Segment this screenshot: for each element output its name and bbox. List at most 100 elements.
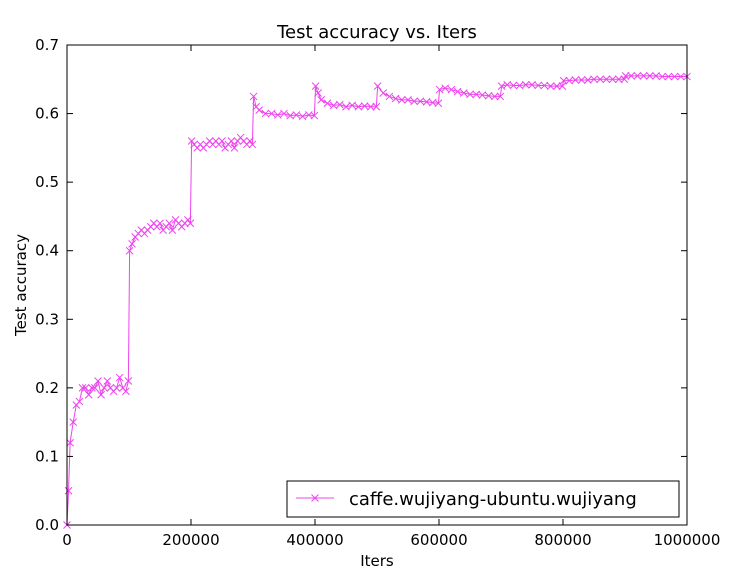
data-point	[639, 72, 648, 80]
data-point	[614, 75, 623, 84]
data-point	[453, 87, 462, 96]
data-point	[248, 140, 257, 149]
y-tick-label: 0.4	[35, 242, 59, 260]
data-point	[664, 72, 673, 81]
data-point	[360, 102, 369, 110]
data-point	[75, 397, 84, 406]
x-tick-label: 200000	[162, 531, 219, 549]
data-point	[298, 112, 307, 121]
plot-frame	[66, 44, 688, 526]
data-point	[112, 384, 121, 392]
data-point	[84, 390, 93, 399]
data-point	[472, 90, 481, 99]
data-point	[372, 102, 381, 111]
data-point	[366, 102, 375, 111]
legend-label: caffe.wujiyang-ubuntu.wujiyang	[349, 489, 637, 510]
data-point	[348, 101, 357, 110]
data-point	[94, 377, 102, 385]
y-tick-label: 0.5	[35, 173, 59, 191]
data-point	[103, 377, 112, 385]
data-point	[670, 72, 679, 81]
data-point	[459, 89, 468, 97]
x-tick-label: 1000000	[654, 531, 721, 549]
data-point	[156, 219, 164, 228]
x-tick-label: 0	[62, 531, 72, 549]
data-point	[602, 75, 611, 84]
data-point	[122, 387, 130, 396]
data-point	[540, 81, 549, 90]
data-point	[608, 75, 617, 84]
data-point	[310, 111, 319, 120]
data-point	[323, 99, 332, 108]
data-point	[496, 92, 505, 101]
data-point	[590, 75, 598, 84]
data-point	[397, 96, 406, 104]
data-point	[546, 82, 555, 90]
data-point	[528, 80, 536, 89]
data-point	[342, 102, 350, 111]
data-point	[534, 81, 543, 90]
data-point	[559, 76, 568, 85]
data-point	[97, 390, 105, 399]
data-point	[478, 91, 487, 99]
data-point	[69, 418, 78, 426]
data-point	[676, 72, 685, 81]
data-point	[255, 106, 264, 114]
data-point	[503, 80, 512, 89]
data-point	[314, 89, 322, 97]
legend-marker-sample	[311, 494, 319, 502]
x-axis-label: Iters	[360, 552, 394, 570]
data-point	[422, 98, 431, 106]
y-axis: 0.0 0.1 0.2 0.3 0.4 0.5 0.6 0.7	[35, 36, 687, 534]
y-axis-label: Test accuracy	[12, 234, 30, 337]
data-point	[565, 76, 574, 85]
data-point	[186, 219, 195, 228]
data-point	[571, 76, 580, 84]
data-point	[246, 137, 254, 145]
data-point	[128, 240, 136, 248]
data-point	[66, 438, 74, 447]
data-point	[335, 100, 344, 109]
data-point	[509, 81, 518, 90]
data-point	[583, 76, 592, 84]
data-point	[354, 102, 363, 111]
data-point	[416, 97, 425, 106]
data-point	[311, 82, 320, 90]
data-point	[410, 97, 419, 106]
data-point	[577, 76, 586, 84]
data-point	[227, 137, 236, 145]
y-tick-label: 0.7	[35, 36, 59, 54]
y-tick-label: 0.3	[35, 310, 59, 328]
data-point	[490, 92, 499, 101]
data-point	[124, 377, 133, 385]
y-tick-label: 0.2	[35, 379, 59, 397]
data-point	[404, 96, 412, 104]
data-point	[466, 90, 474, 99]
data-point	[273, 111, 282, 119]
legend: caffe.wujiyang-ubuntu.wujiyang	[286, 480, 680, 518]
y-tick-label: 0.6	[35, 105, 59, 123]
data-point	[552, 82, 561, 90]
data-point	[515, 81, 524, 90]
x-tick-label: 600000	[410, 531, 467, 549]
data-point	[91, 384, 99, 392]
data-point	[484, 91, 493, 100]
x-tick-label: 400000	[286, 531, 343, 549]
data-point	[168, 226, 177, 234]
x-axis: 0 200000 400000 600000 800000 1000000	[62, 45, 720, 549]
data-point	[87, 384, 96, 392]
legend-marker-cross	[311, 494, 319, 502]
data-point	[658, 72, 667, 81]
data-point	[267, 109, 276, 118]
data-point	[286, 111, 295, 120]
data-point	[621, 72, 630, 80]
data-point	[78, 384, 87, 392]
data-point	[627, 72, 636, 80]
data-point	[292, 111, 301, 119]
data-point	[633, 72, 642, 80]
data-point	[261, 109, 270, 118]
data-point	[100, 384, 109, 392]
data-point	[645, 72, 654, 80]
data-point	[218, 137, 226, 145]
